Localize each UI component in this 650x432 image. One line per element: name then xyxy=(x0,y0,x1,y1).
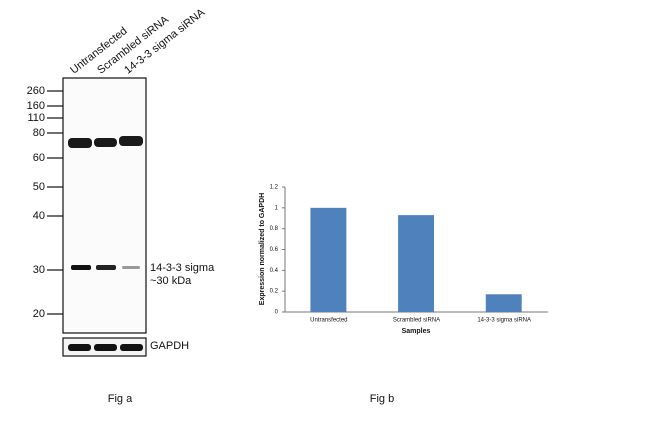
marker-label: 50 xyxy=(33,181,45,193)
marker-label: 80 xyxy=(33,127,45,139)
bar xyxy=(485,294,522,312)
band xyxy=(96,265,116,270)
band xyxy=(94,138,117,147)
marker-label: 160 xyxy=(27,100,45,112)
y-tick-label: 1.2 xyxy=(270,185,279,191)
bar xyxy=(398,215,435,312)
band xyxy=(94,344,117,351)
caption: Fig a xyxy=(108,393,133,405)
x-tick-label: 14-3-3 sigma siRNA xyxy=(477,318,531,324)
marker-label: 40 xyxy=(33,210,45,222)
y-tick-label: 0 xyxy=(275,310,279,316)
band xyxy=(120,344,143,351)
y-axis-label: Expression normalized to GAPDH xyxy=(259,193,266,305)
blot-membrane xyxy=(62,77,147,334)
marker-label: 30 xyxy=(33,264,45,276)
y-tick-label: 0.4 xyxy=(270,268,279,274)
band xyxy=(68,138,92,148)
y-tick-label: 0.2 xyxy=(270,289,279,295)
bands xyxy=(68,136,143,351)
marker-label: 60 xyxy=(33,152,45,164)
x-axis-label: Samples xyxy=(402,328,431,335)
x-tick-label: Scrambled siRNA xyxy=(393,318,440,324)
control-label: GAPDH xyxy=(150,340,189,352)
band xyxy=(119,136,143,146)
marker-label: 260 xyxy=(27,85,45,97)
band xyxy=(71,265,91,270)
y-tick-label: 0.6 xyxy=(270,247,279,253)
band-size: ~30 kDa xyxy=(150,275,192,287)
y-tick-label: 0.8 xyxy=(270,226,279,232)
bar xyxy=(310,207,347,312)
band-label: 14-3-3 sigma xyxy=(150,262,215,274)
band xyxy=(68,344,91,351)
band xyxy=(122,266,140,269)
caption: Fig b xyxy=(370,393,394,405)
y-tick-label: 1 xyxy=(275,205,279,211)
marker-label: 20 xyxy=(33,308,45,320)
marker-label: 110 xyxy=(27,112,45,124)
x-tick-label: Untransfected xyxy=(310,318,347,324)
